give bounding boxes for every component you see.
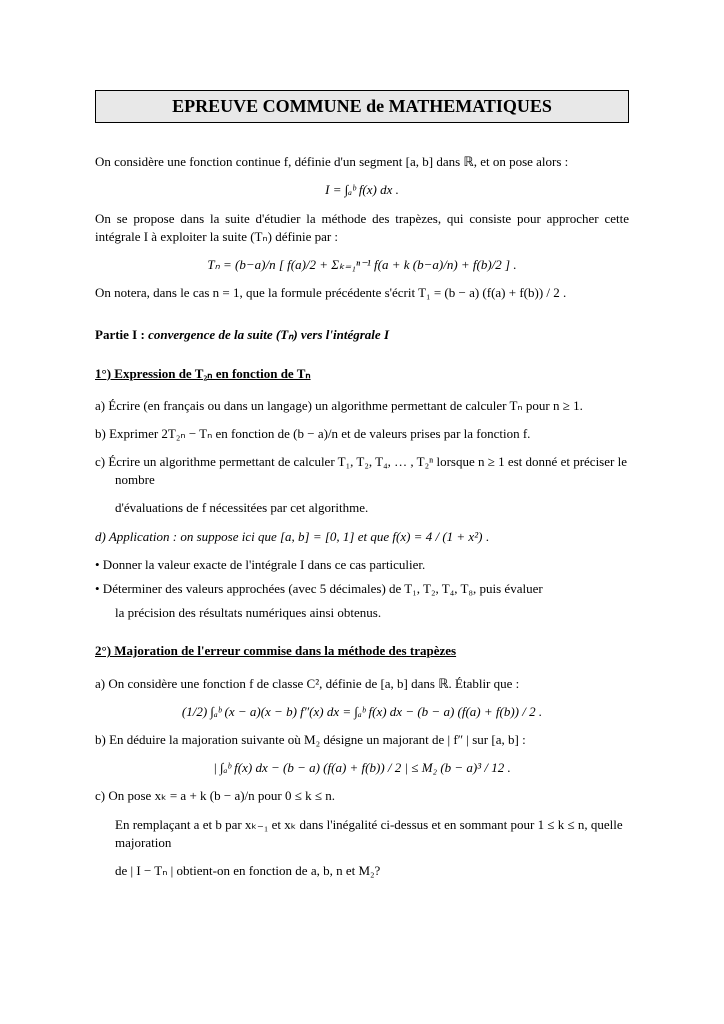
q2a-formula: (1/2) ∫ₐᵇ (x − a)(x − b) f″(x) dx = ∫ₐᵇ … bbox=[95, 703, 629, 721]
q2c-line3: de | I − Tₙ | obtient-on en fonction de … bbox=[95, 862, 629, 880]
q1-title: 1°) Expression de T₂ₙ en fonction de Tₙ bbox=[95, 365, 629, 383]
q2b: b) En déduire la majoration suivante où … bbox=[95, 731, 629, 749]
part-I-prefix: Partie I : bbox=[95, 327, 148, 342]
q1d-fraction: 4 / (1 + x²) bbox=[426, 529, 483, 544]
q2a: a) On considère une fonction f de classe… bbox=[95, 675, 629, 693]
part-I-title: Partie I : convergence de la suite (Tₙ) … bbox=[95, 326, 629, 344]
q2-title: 2°) Majoration de l'erreur commise dans … bbox=[95, 642, 629, 660]
intro2-paragraph: On se propose dans la suite d'étudier la… bbox=[95, 210, 629, 246]
formula-Tn: Tₙ = (b−a)/n [ f(a)/2 + Σₖ₌₁ⁿ⁻¹ f(a + k … bbox=[95, 256, 629, 274]
q1c-line2: d'évaluations de f nécessitées par cet a… bbox=[95, 499, 629, 517]
bullet-2b: la précision des résultats numériques ai… bbox=[95, 604, 629, 622]
formula-integral-I: I = ∫ₐᵇ f(x) dx . bbox=[95, 181, 629, 199]
part-I-italic: convergence de la suite (Tₙ) vers l'inté… bbox=[148, 327, 389, 342]
q1d-dot: . bbox=[482, 529, 489, 544]
q1b: b) Exprimer 2T₂ₙ − Tₙ en fonction de (b … bbox=[95, 425, 629, 443]
q1d: d) Application : on suppose ici que [a, … bbox=[95, 528, 629, 546]
bullet-1: • Donner la valeur exacte de l'intégrale… bbox=[95, 556, 629, 574]
note-T1: On notera, dans le cas n = 1, que la for… bbox=[95, 284, 629, 302]
q2c-line2: En remplaçant a et b par xₖ₋₁ et xₖ dans… bbox=[95, 816, 629, 852]
page-title: EPREUVE COMMUNE de MATHEMATIQUES bbox=[95, 90, 629, 123]
page: EPREUVE COMMUNE de MATHEMATIQUES On cons… bbox=[0, 0, 724, 1024]
intro-paragraph: On considère une fonction continue f, dé… bbox=[95, 153, 629, 171]
q1a: a) Écrire (en français ou dans un langag… bbox=[95, 397, 629, 415]
q2b-formula: | ∫ₐᵇ f(x) dx − (b − a) (f(a) + f(b)) / … bbox=[95, 759, 629, 777]
intro-text: On considère une fonction continue f, dé… bbox=[95, 154, 568, 169]
bullet-2a: • Déterminer des valeurs approchées (ave… bbox=[95, 580, 629, 598]
q2c-line1: c) On pose xₖ = a + k (b − a)/n pour 0 ≤… bbox=[95, 787, 629, 805]
q1c-line1: c) Écrire un algorithme permettant de ca… bbox=[95, 453, 629, 489]
q1d-text: d) Application : on suppose ici que [a, … bbox=[95, 529, 426, 544]
